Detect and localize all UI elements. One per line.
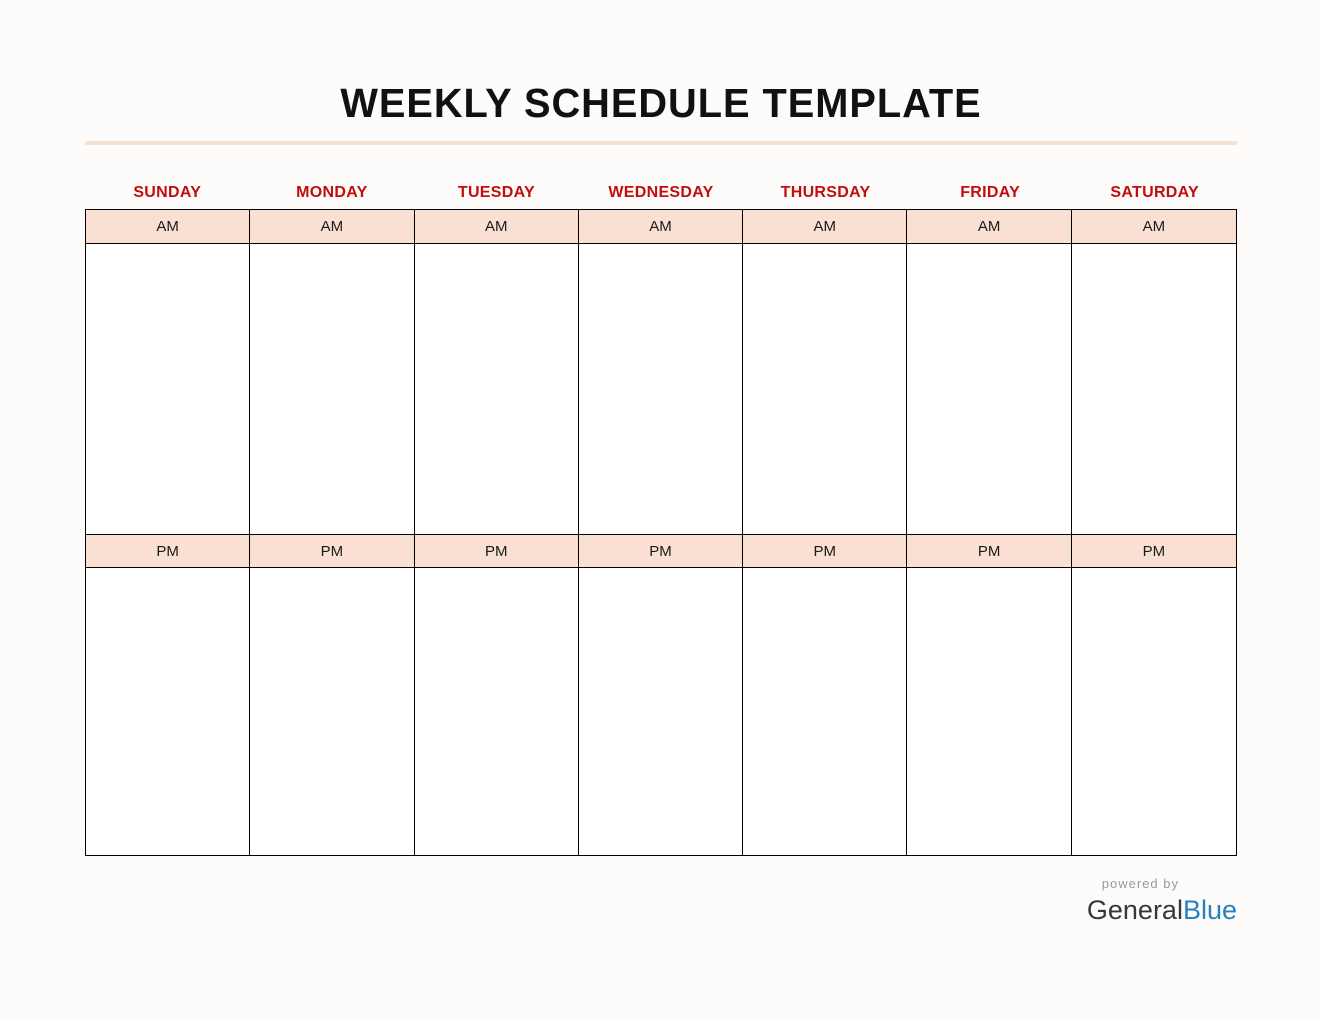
schedule-cell-friday-am [907,244,1072,535]
schedule-document: WEEKLY SCHEDULE TEMPLATE SUNDAY MONDAY T… [85,0,1237,926]
pm-cell-friday: PM [907,535,1072,568]
pm-cell-sunday: PM [86,535,251,568]
am-cell-thursday: AM [743,210,908,244]
schedule-cell-friday-pm [907,568,1072,855]
am-cell-wednesday: AM [578,210,744,244]
schedule-cell-sunday-am [86,244,251,535]
pm-cell-monday: PM [250,535,415,568]
am-cell-friday: AM [907,210,1072,244]
pm-cell-wednesday: PM [578,535,744,568]
title-divider [85,141,1237,145]
schedule-cell-monday-pm [250,568,415,855]
pm-cell-tuesday: PM [414,535,579,568]
brand-blue-text: Blue [1182,895,1237,925]
day-header-sunday: SUNDAY [133,184,202,201]
brand-general-text: General [1086,895,1183,925]
am-cell-tuesday: AM [414,210,579,244]
schedule-cell-sunday-pm [86,568,251,855]
schedule-table: AM AM AM AM AM AM AM PM PM PM PM PM PM P… [85,209,1237,856]
day-header-friday: FRIDAY [960,184,1021,201]
day-header-row: SUNDAY MONDAY TUESDAY WEDNESDAY THURSDAY… [85,181,1237,205]
am-cell-monday: AM [250,210,415,244]
schedule-cell-saturday-am [1071,244,1236,535]
day-header-thursday: THURSDAY [780,184,871,201]
am-cell-saturday: AM [1071,210,1236,244]
page-title: WEEKLY SCHEDULE TEMPLATE [340,80,982,126]
footer-logo: powered by GeneralBlue [85,876,1237,926]
pm-cell-saturday: PM [1071,535,1236,568]
powered-by-text: powered by [1101,876,1179,891]
pm-cell-thursday: PM [743,535,908,568]
schedule-cell-wednesday-pm [578,568,744,855]
schedule-cell-monday-am [250,244,415,535]
schedule-cell-thursday-am [743,244,908,535]
schedule-cell-saturday-pm [1071,568,1236,855]
schedule-cell-wednesday-am [578,244,744,535]
am-cell-sunday: AM [86,210,251,244]
day-header-wednesday: WEDNESDAY [608,184,714,201]
day-header-tuesday: TUESDAY [457,184,535,201]
schedule-cell-tuesday-am [414,244,579,535]
day-header-saturday: SATURDAY [1110,184,1200,201]
day-header-monday: MONDAY [296,184,368,201]
generalblue-logo: GeneralBlue [85,894,1237,926]
schedule-cell-tuesday-pm [414,568,579,855]
schedule-cell-thursday-pm [743,568,908,855]
